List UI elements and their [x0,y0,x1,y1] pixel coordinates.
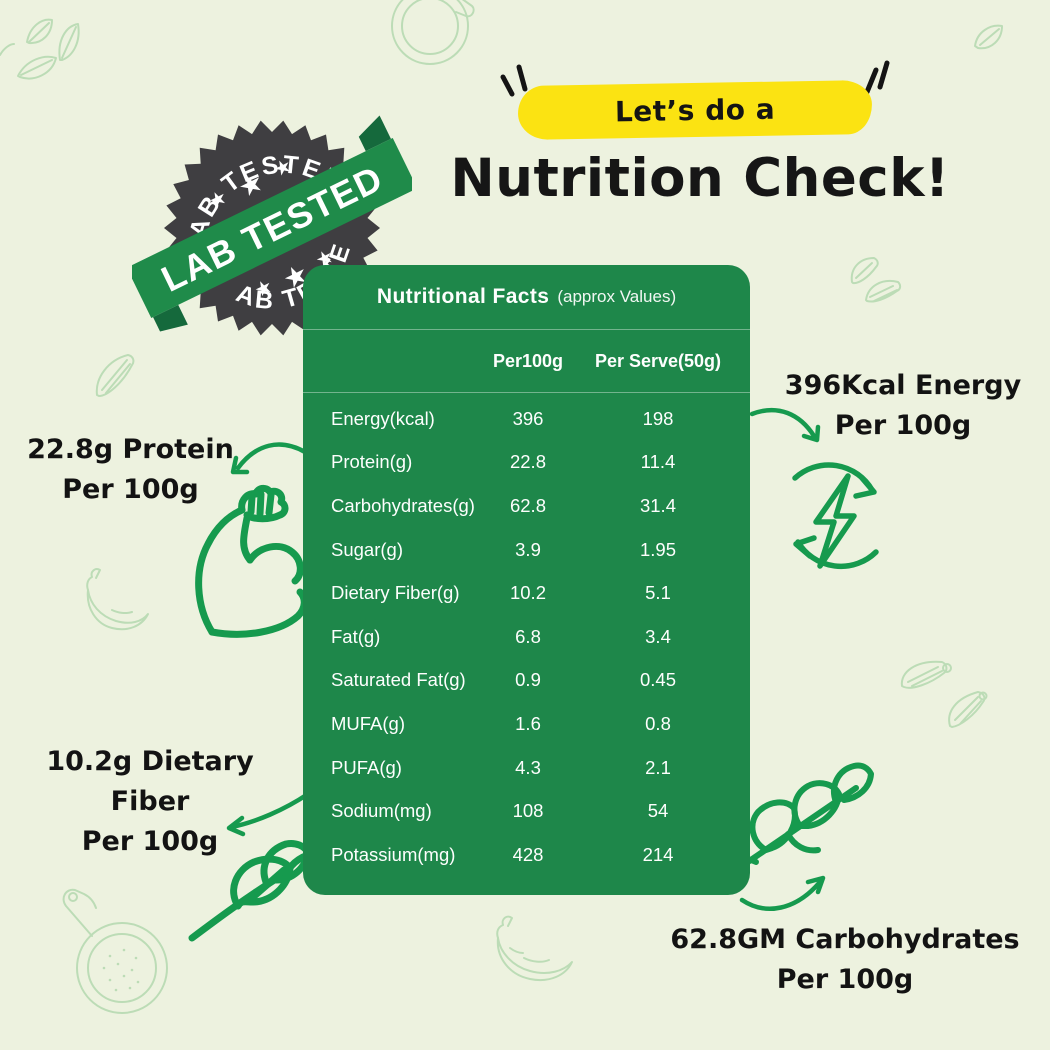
table-row: Dietary Fiber(g) 10.2 5.1 [331,582,671,604]
table-row: Protein(g) 22.8 11.4 [331,451,676,473]
callout-carbs-line2: Per 100g [776,964,914,995]
table-row: MUFA(g) 1.6 0.8 [331,712,671,734]
callout-fiber-line1: 10.2g Dietary Fiber [46,746,254,817]
arrow-energy [749,407,821,443]
chili-bottom-icon [496,915,573,981]
table-row: Fat(g) 6.8 3.4 [331,625,671,647]
wheat-branch-icon [731,762,874,869]
callout-carbs-line1: 62.8GM Carbohydrates [670,924,1020,955]
arrow-protein [230,442,308,475]
eyebrow-highlight: Let’s do a [517,79,873,141]
table-row: Sodium(mg) 108 54 [331,800,669,822]
callout-fiber-line2: Per 100g [81,826,219,857]
leaf-top-right-icon [974,24,1003,50]
table-row: Sugar(g) 3.9 1.95 [331,538,676,560]
callout-protein-line1: 22.8g Protein [27,434,234,465]
column-header-per-serve: Per Serve(50g) [594,350,722,371]
basil-sprig-icon [188,840,320,942]
table-row: PUFA(g) 4.3 2.1 [331,756,671,778]
callout-fiber: 10.2g Dietary Fiber Per 100g [5,742,295,862]
table-row: Energy(kcal) 396 198 [331,407,674,429]
bicep-arm-icon [195,484,308,638]
mortar-cup-icon [391,0,475,65]
table-column-headers: Per100g Per Serve(50g) [303,330,750,393]
callout-energy-line2: Per 100g [834,410,972,441]
energy-bolt-icon [792,462,879,570]
callout-protein: 22.8g Protein Per 100g [8,430,253,510]
leaves-top-left-icon [0,18,80,80]
nutrition-facts-table: Nutritional Facts (approx Values) Per100… [303,265,750,895]
emphasis-marks-icon [500,60,890,97]
table-row: Potassium(mg) 428 214 [331,843,674,865]
table-row: Carbohydrates(g) 62.8 31.4 [331,494,676,516]
page-title: Nutrition Check! [450,148,950,209]
callout-energy: 396Kcal Energy Per 100g [770,366,1036,446]
arrow-carbs [739,875,826,911]
table-subtitle: (approx Values) [557,287,677,306]
table-rows: Energy(kcal) 396 198 Protein(g) 22.8 11.… [303,393,750,877]
table-row: Saturated Fat(g) 0.9 0.45 [331,669,676,691]
callout-protein-line2: Per 100g [62,474,199,505]
callout-energy-line1: 396Kcal Energy [784,370,1022,401]
table-title-row: Nutritional Facts (approx Values) [303,265,750,330]
column-header-per100g: Per100g [492,350,564,371]
chili-left-icon [86,568,149,631]
arrow-fiber [226,791,311,837]
cardamom-pods-right-mid-icon [900,660,988,728]
callout-carbs: 62.8GM Carbohydrates Per 100g [655,920,1035,1000]
table-title: Nutritional Facts [376,285,550,308]
pan-icon [62,888,168,1014]
cardamom-pod-left-icon [95,354,135,397]
eyebrow-label: Let’s do a [614,92,776,128]
cardamom-pods-right-top-icon [850,257,902,303]
